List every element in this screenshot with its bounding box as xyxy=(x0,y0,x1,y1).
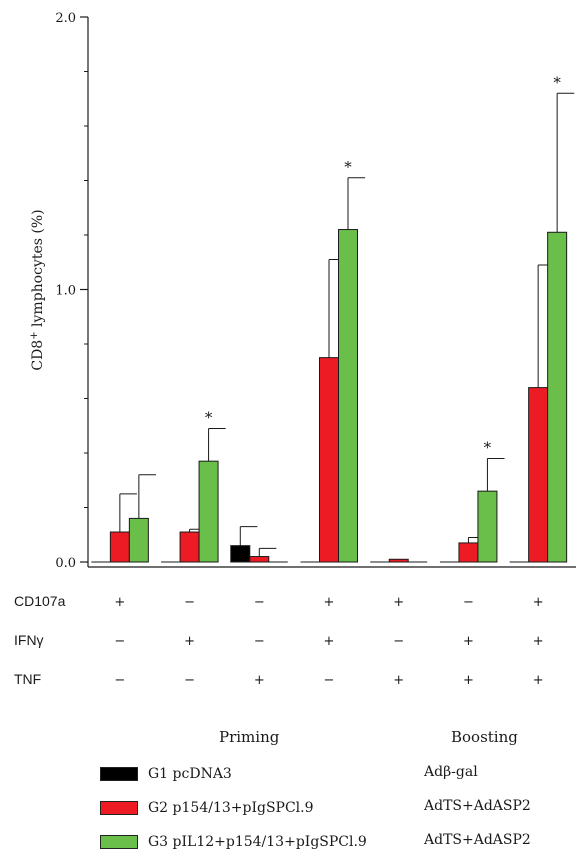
condition-sign: − xyxy=(254,595,265,610)
bar-1-3 xyxy=(230,545,251,563)
condition-sign: + xyxy=(463,634,474,649)
condition-sign: + xyxy=(533,595,544,610)
condition-sign: + xyxy=(114,595,125,610)
condition-sign: + xyxy=(324,634,335,649)
significance-star: * xyxy=(205,408,213,426)
condition-sign: + xyxy=(533,673,544,688)
condition-table: CD107a + − − + + − + IFNγ − + − + − + + TNF − − + − + + + xyxy=(14,593,544,688)
row-label-1: IFNγ xyxy=(14,632,44,648)
legend-boost-g3: AdTS+AdASP2 xyxy=(424,832,531,848)
bar-2-2 xyxy=(179,531,200,563)
legend-boost-g2: AdTS+AdASP2 xyxy=(424,798,531,814)
legend-swatch-g1 xyxy=(100,767,138,781)
legend-label-g2: G2 p154/13+pIgSPCl.9 xyxy=(148,800,314,816)
bar-2-4 xyxy=(319,357,339,563)
bar-2-1 xyxy=(109,531,130,563)
bar-chart: CD8+ lymphocytes (%) 0.01.02.0**** CD107… xyxy=(14,11,576,688)
y-axis-label-superscript: + xyxy=(29,331,40,339)
svg-text:CD8+ lymphocytes (%): CD8+ lymphocytes (%) xyxy=(29,209,46,370)
condition-sign: + xyxy=(184,634,195,649)
boosting-header: Boosting xyxy=(451,728,518,746)
condition-sign: + xyxy=(463,673,474,688)
bar-3-1 xyxy=(128,517,149,563)
condition-sign: − xyxy=(184,595,195,610)
bar-3-6 xyxy=(477,490,498,563)
bar-3-4 xyxy=(338,229,358,563)
bar-3-7 xyxy=(547,231,568,563)
y-axis-label: CD8+ lymphocytes (%) xyxy=(29,209,46,370)
significance-star: * xyxy=(553,73,561,91)
legend-item-g2: G2 p154/13+pIgSPCl.9 xyxy=(100,798,314,818)
condition-sign: − xyxy=(463,595,474,610)
condition-sign: − xyxy=(324,673,335,688)
condition-sign: + xyxy=(533,634,544,649)
y-tick-label: 0.0 xyxy=(55,556,76,571)
condition-sign: − xyxy=(114,673,125,688)
condition-sign: + xyxy=(324,595,335,610)
significance-star: * xyxy=(484,438,492,456)
legend-label-g1: G1 pcDNA3 xyxy=(148,766,232,782)
legend-swatch-g3 xyxy=(100,835,138,849)
legend-item-g3: G3 pIL12+p154/13+pIgSPCl.9 xyxy=(100,832,367,852)
row-label-2: TNF xyxy=(14,671,41,687)
priming-header: Priming xyxy=(219,728,280,746)
legend-boost-g1: Adβ-gal xyxy=(424,764,478,780)
significance-star: * xyxy=(344,158,352,176)
plot-area: 0.0 1.0 2.0 * * * * xyxy=(55,11,576,571)
bar-2-7 xyxy=(528,387,549,563)
bar-2-3 xyxy=(249,556,270,563)
condition-sign: − xyxy=(393,634,404,649)
condition-sign: − xyxy=(254,634,265,649)
condition-sign: + xyxy=(393,595,404,610)
y-tick-label: 2.0 xyxy=(55,11,76,26)
condition-sign: + xyxy=(393,673,404,688)
condition-sign: − xyxy=(114,634,125,649)
legend-label-g3: G3 pIL12+p154/13+pIgSPCl.9 xyxy=(148,834,367,850)
legend-item-g1: G1 pcDNA3 xyxy=(100,764,232,784)
legend-swatch-g2 xyxy=(100,801,138,815)
condition-sign: + xyxy=(254,673,265,688)
y-axis-label-main: CD8 xyxy=(30,340,46,371)
bar-2-5 xyxy=(388,558,409,563)
row-label-0: CD107a xyxy=(14,593,66,609)
y-tick-label: 1.0 xyxy=(55,284,76,299)
bar-3-2 xyxy=(198,460,219,563)
bar-2-6 xyxy=(458,542,479,563)
y-axis-label-rest: lymphocytes (%) xyxy=(30,209,46,331)
condition-sign: − xyxy=(184,673,195,688)
